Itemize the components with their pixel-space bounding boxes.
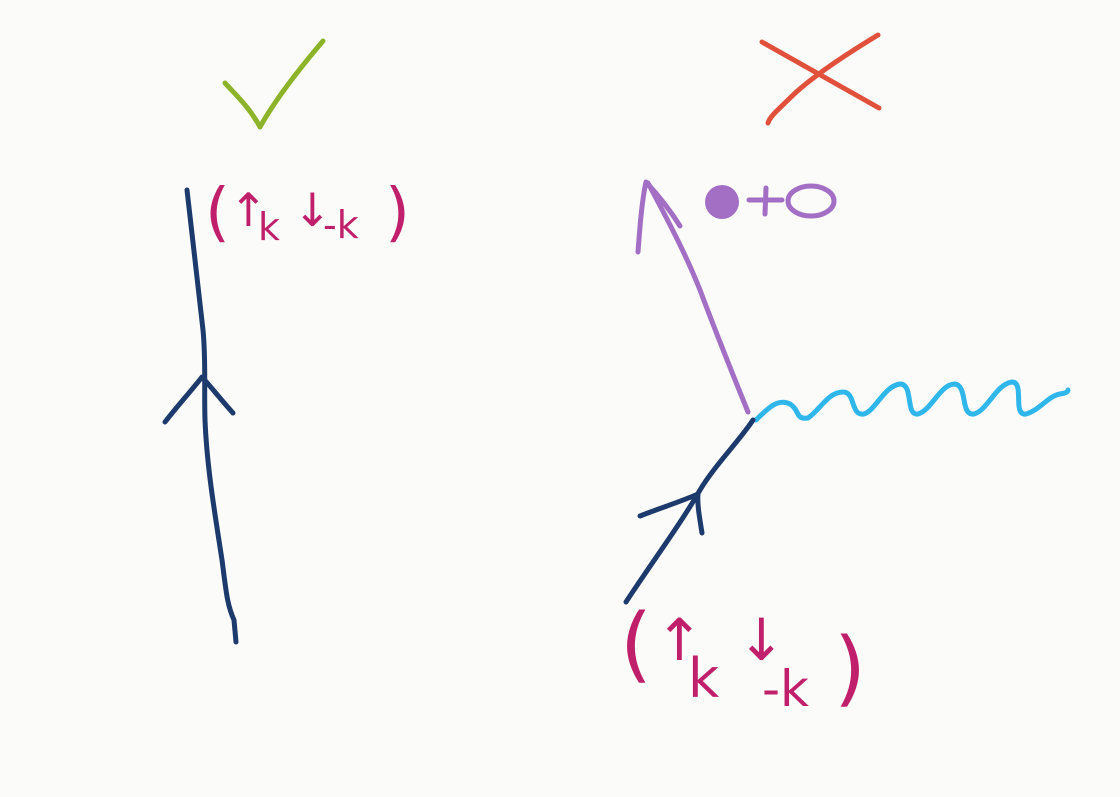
left-pair-up-arrow: ↑ [229, 183, 268, 237]
photon-wavy-line [753, 379, 1071, 423]
incoming-fermion-line [623, 417, 756, 605]
plus-icon [746, 185, 785, 217]
right-pair-up-arrow: ↑ [655, 606, 704, 674]
outgoing-particle-line [645, 180, 751, 415]
right-pair-down-arrow: ↓ [737, 606, 786, 674]
outgoing-particle-arrow-icon [635, 179, 683, 255]
filled-dot-icon [705, 185, 739, 219]
cross-mark-icon [759, 32, 882, 126]
right-pair-close-paren: ) [834, 621, 866, 716]
right-products-label: ● + ○ [705, 183, 837, 219]
right-pair-label: ( ↑ k ↓ -k ) [620, 597, 866, 718]
left-pair-close-paren: ) [385, 176, 410, 250]
left-pair-minus-k-label: -k [323, 203, 359, 247]
right-pair-k-label: k [688, 647, 720, 710]
left-fermion-arrow-icon [162, 374, 236, 425]
left-pair-label: ( ↑ k ↓ -k ) [205, 176, 410, 250]
left-pair-down-arrow: ↓ [293, 183, 332, 237]
right-pair-open-paren: ( [620, 597, 652, 692]
right-pair-minus-k-label: -k [762, 660, 809, 718]
incoming-fermion-arrow-icon [637, 491, 705, 536]
right-panel: ● + ○ ( ↑ k ↓ -k ) [620, 32, 1071, 718]
left-fermion-line [184, 187, 239, 645]
check-mark-icon [222, 38, 326, 130]
left-panel: ( ↑ k ↓ -k ) [162, 38, 410, 645]
left-pair-k-label: k [258, 205, 280, 249]
left-pair-open-paren: ( [205, 176, 230, 250]
empty-circle-icon [785, 183, 837, 219]
